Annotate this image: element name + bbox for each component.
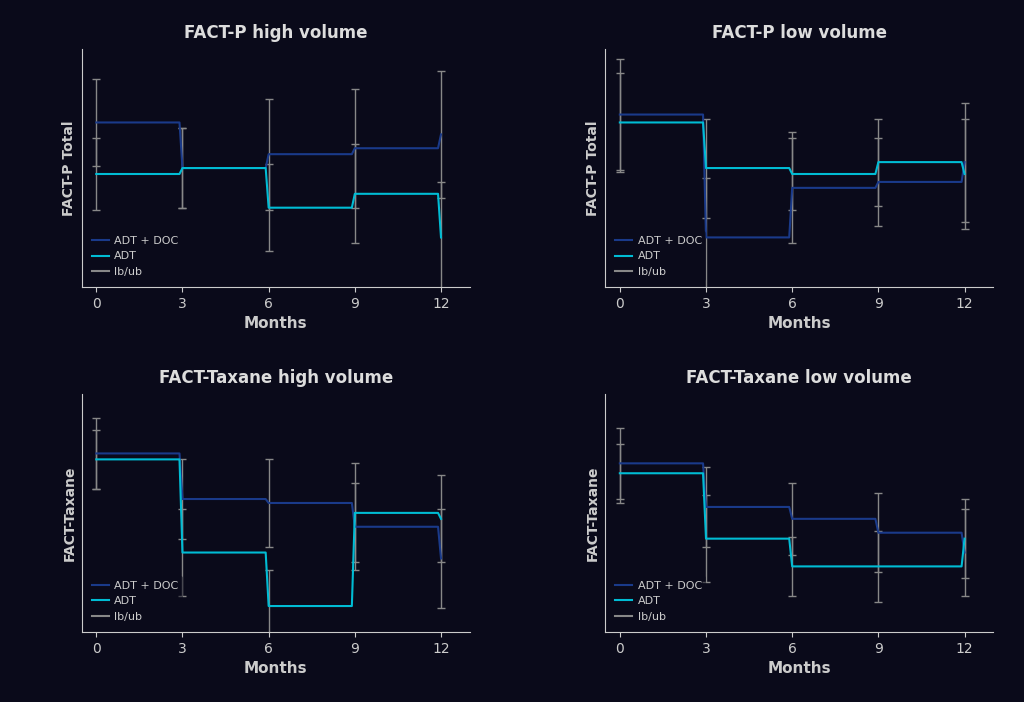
Y-axis label: FACT-P Total: FACT-P Total [62, 120, 77, 216]
Legend: ADT + DOC, ADT, lb/ub: ADT + DOC, ADT, lb/ub [611, 576, 707, 626]
Y-axis label: FACT-Taxane: FACT-Taxane [62, 465, 77, 561]
Title: FACT-P high volume: FACT-P high volume [184, 24, 368, 42]
X-axis label: Months: Months [768, 316, 831, 331]
X-axis label: Months: Months [244, 661, 307, 676]
Title: FACT-Taxane high volume: FACT-Taxane high volume [159, 369, 393, 387]
Y-axis label: FACT-P Total: FACT-P Total [586, 120, 600, 216]
X-axis label: Months: Months [244, 316, 307, 331]
Legend: ADT + DOC, ADT, lb/ub: ADT + DOC, ADT, lb/ub [87, 232, 183, 282]
Title: FACT-Taxane low volume: FACT-Taxane low volume [686, 369, 912, 387]
Legend: ADT + DOC, ADT, lb/ub: ADT + DOC, ADT, lb/ub [87, 576, 183, 626]
X-axis label: Months: Months [768, 661, 831, 676]
Legend: ADT + DOC, ADT, lb/ub: ADT + DOC, ADT, lb/ub [611, 232, 707, 282]
Title: FACT-P low volume: FACT-P low volume [712, 24, 887, 42]
Y-axis label: FACT-Taxane: FACT-Taxane [586, 465, 600, 561]
